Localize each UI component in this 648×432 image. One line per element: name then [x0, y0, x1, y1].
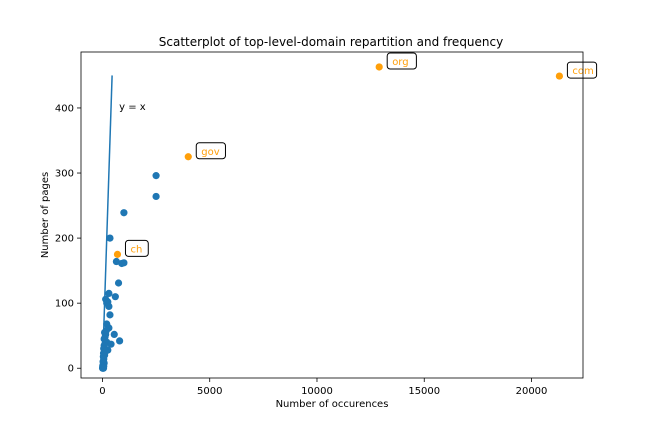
data-point	[105, 302, 113, 311]
annotation-box-ch	[124, 239, 149, 257]
annotation-label-ch: ch	[130, 244, 142, 255]
reference-line	[101, 75, 113, 369]
highlighted-point-com	[555, 72, 564, 80]
reference-line-label: y = x	[119, 102, 146, 113]
x-axis-ticks: 0 5000 10000 15000 20000	[99, 378, 547, 397]
y-tick-label: 200	[55, 234, 74, 245]
annotation-label-org: org	[392, 57, 408, 68]
x-tick-label: 15000	[408, 386, 440, 397]
data-point	[152, 192, 160, 201]
y-tick-label: 100	[55, 299, 74, 310]
data-point	[106, 311, 114, 319]
highlighted-point-gov	[184, 153, 192, 161]
plot-frame	[80, 51, 584, 379]
data-point	[114, 279, 123, 287]
y-axis-label: Number of pages	[40, 172, 51, 258]
y-axis-ticks: 0 100 200 300 400	[55, 103, 81, 375]
x-tick-label: 20000	[516, 386, 548, 397]
data-point	[99, 364, 108, 372]
y-tick-label: 400	[55, 103, 74, 114]
annotation-box-org	[386, 52, 417, 70]
y-tick-label: 0	[68, 364, 74, 375]
highlighted-point-ch	[113, 250, 122, 258]
data-point	[106, 234, 114, 242]
x-axis-label: Number of occurences	[276, 399, 389, 410]
data-point	[105, 289, 113, 298]
annotation-label-gov: gov	[201, 147, 219, 158]
data-point	[116, 337, 124, 345]
data-point	[152, 172, 160, 180]
x-tick-label: 0	[99, 386, 105, 397]
annotation-box-gov	[195, 142, 226, 160]
y-tick-label: 300	[55, 169, 74, 180]
data-point	[120, 259, 128, 267]
data-point	[111, 293, 119, 301]
data-point	[120, 209, 128, 217]
x-tick-label: 10000	[301, 386, 333, 397]
highlighted-point-org	[375, 63, 383, 71]
annotation-box-com	[566, 61, 598, 79]
chart-title: Scatterplot of top-level-domain repartit…	[159, 35, 503, 49]
data-point	[107, 340, 115, 348]
data-point	[110, 330, 118, 339]
x-tick-label: 5000	[197, 386, 222, 397]
